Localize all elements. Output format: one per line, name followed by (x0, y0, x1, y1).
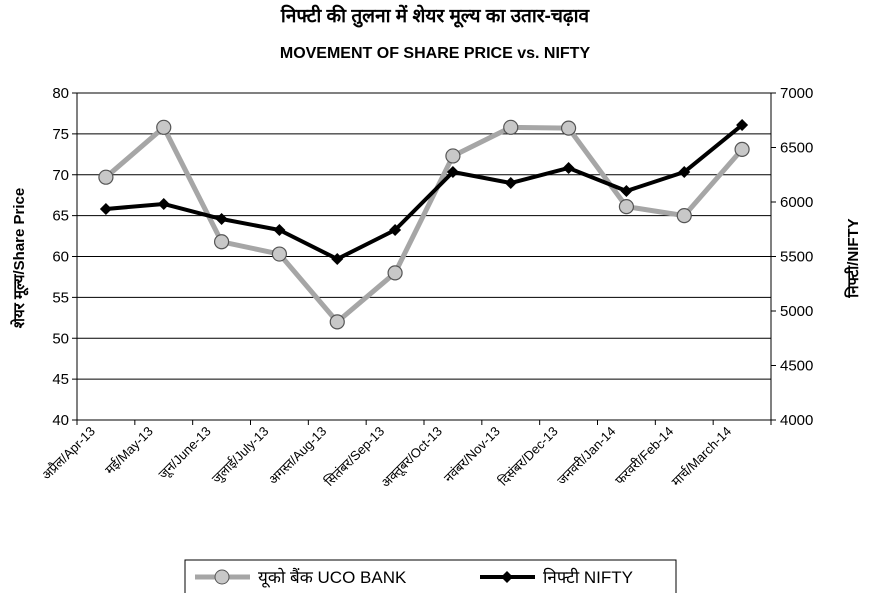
y2-axis-label: निफ्टी/NIFTY (844, 218, 862, 298)
point (562, 161, 575, 174)
y2-tick-label: 4500 (780, 358, 813, 375)
point (99, 202, 112, 215)
y-tick-label: 80 (52, 85, 69, 102)
point (503, 119, 519, 135)
point (331, 253, 344, 266)
point (157, 197, 170, 210)
point (736, 119, 749, 132)
point (734, 141, 750, 158)
y-axis-label: शेयर मूल्य/Share Price (10, 188, 29, 328)
x-tick-label: अप्रैल/Apr-13 (39, 424, 98, 483)
y2-tick-label: 6500 (780, 140, 813, 157)
x-tick-label: जुलाई/July-13 (209, 424, 272, 487)
legend-box (184, 559, 677, 593)
y2-tick-label: 6000 (780, 194, 813, 211)
chart-title: निफ्टी की तुलना में शेयर मूल्य का उतार-च… (280, 4, 591, 28)
x-tick-label: फरवरी/Feb-14 (612, 424, 676, 488)
point (329, 314, 345, 330)
x-tick-label: मई/May-13 (102, 424, 156, 478)
point (618, 199, 635, 215)
point (273, 224, 286, 237)
point (620, 184, 633, 197)
point (445, 148, 461, 164)
legend-marker (501, 571, 513, 583)
series-line (104, 124, 744, 325)
point (560, 120, 577, 136)
x-tick-label: जनवरी/Jan-14 (554, 424, 618, 488)
x-tick-label: मार्च/March-14 (668, 424, 734, 490)
legend-marker (214, 569, 230, 585)
x-tick-label: दिसंबर/Dec-13 (495, 424, 560, 489)
point (389, 224, 402, 237)
point (446, 166, 459, 179)
y2-tick-label: 7000 (780, 85, 813, 102)
x-tick-label: नवंबर/Nov-13 (441, 424, 503, 486)
y-tick-label: 40 (52, 412, 69, 429)
point (215, 213, 228, 226)
x-tick-label: अक्तूबर/Oct-13 (378, 424, 446, 492)
point (98, 169, 114, 185)
chart-subtitle: MOVEMENT OF SHARE PRICE vs. NIFTY (280, 45, 591, 62)
point (156, 119, 172, 135)
y-tick-label: 60 (52, 249, 69, 266)
y-tick-label: 45 (52, 371, 69, 388)
point (678, 166, 691, 179)
legend-label: निफ्टी NIFTY (543, 567, 633, 587)
series-line (105, 123, 744, 262)
y-tick-label: 65 (52, 208, 69, 225)
y-tick-label: 55 (52, 289, 69, 306)
y-tick-label: 75 (52, 126, 69, 143)
y2-tick-label: 5000 (780, 303, 813, 320)
y-tick-label: 70 (52, 167, 69, 184)
x-tick-label: जून/June-13 (155, 424, 214, 483)
point (387, 265, 403, 281)
legend-label: यूको बैंक UCO BANK (258, 567, 407, 588)
y-tick-label: 50 (52, 330, 69, 347)
y2-tick-label: 4000 (780, 412, 813, 429)
y2-tick-label: 5500 (780, 249, 813, 266)
point (676, 208, 692, 224)
point (504, 177, 517, 190)
x-tick-label: अगस्त/Aug-13 (266, 424, 330, 488)
point (213, 234, 230, 250)
point (271, 246, 288, 262)
